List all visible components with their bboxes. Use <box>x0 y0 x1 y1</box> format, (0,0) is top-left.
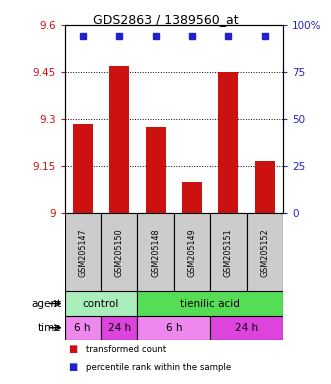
Text: GSM205147: GSM205147 <box>78 228 87 276</box>
Text: agent: agent <box>31 298 61 309</box>
Bar <box>247 213 283 291</box>
Bar <box>65 291 137 316</box>
Text: tienilic acid: tienilic acid <box>180 298 240 309</box>
Text: ■: ■ <box>68 362 77 372</box>
Text: 6 h: 6 h <box>166 323 182 333</box>
Bar <box>174 213 210 291</box>
Text: transformed count: transformed count <box>86 345 166 354</box>
Bar <box>101 316 137 340</box>
Text: GSM205148: GSM205148 <box>151 228 160 276</box>
Bar <box>255 161 275 213</box>
Text: time: time <box>38 323 61 333</box>
Bar <box>146 127 166 213</box>
Bar <box>101 213 137 291</box>
Text: 24 h: 24 h <box>108 323 131 333</box>
Bar <box>137 213 174 291</box>
Bar <box>210 316 283 340</box>
Text: 6 h: 6 h <box>74 323 91 333</box>
Text: GSM205149: GSM205149 <box>187 228 197 276</box>
Bar <box>73 124 93 213</box>
Text: GSM205150: GSM205150 <box>115 228 124 276</box>
Bar <box>65 213 101 291</box>
Text: GSM205152: GSM205152 <box>260 228 269 276</box>
Text: 24 h: 24 h <box>235 323 258 333</box>
Bar <box>137 291 283 316</box>
Bar <box>182 182 202 213</box>
Text: GDS2863 / 1389560_at: GDS2863 / 1389560_at <box>93 13 238 26</box>
Bar <box>65 316 101 340</box>
Text: percentile rank within the sample: percentile rank within the sample <box>86 363 231 372</box>
Text: ■: ■ <box>68 344 77 354</box>
Bar <box>109 66 129 213</box>
Text: GSM205151: GSM205151 <box>224 228 233 276</box>
Bar <box>218 72 238 213</box>
Bar <box>210 213 247 291</box>
Bar <box>137 316 210 340</box>
Text: control: control <box>83 298 119 309</box>
